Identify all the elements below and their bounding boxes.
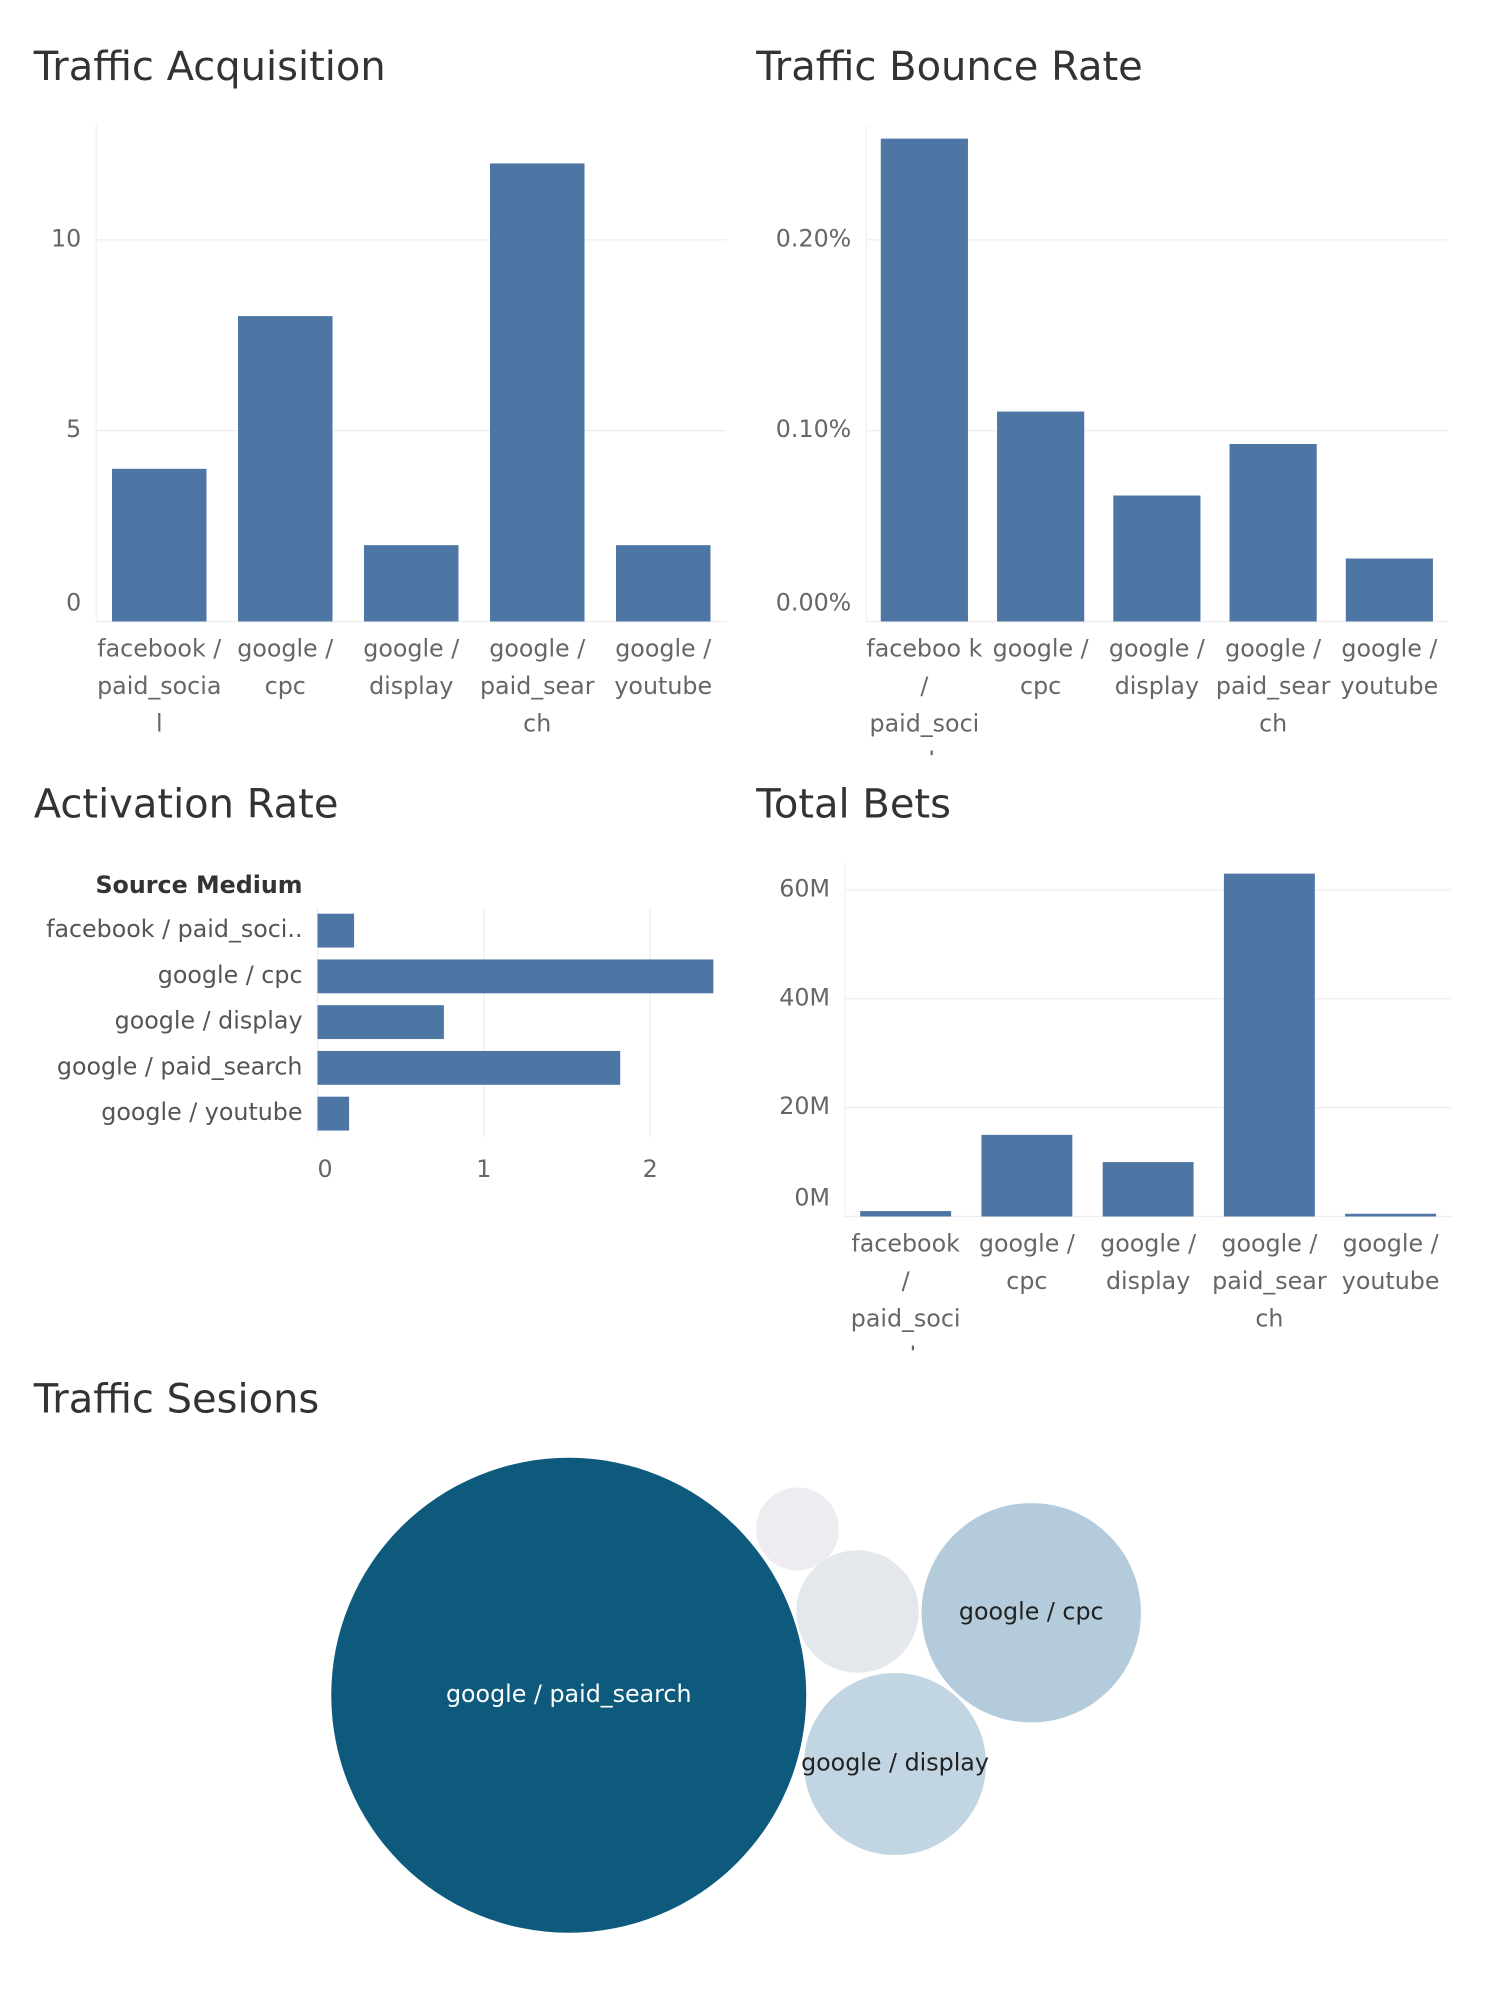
x-tick-label-text: google / paid_search [1212,1230,1327,1333]
x-tick-label-text: google / youtube [1341,1230,1440,1296]
y-tick-label: 40M [779,983,830,1011]
x-tick-label: google / display [363,635,460,701]
y-tick-label: 0.20% [776,224,851,252]
x-tick-label: facebook / paid_social [97,635,222,738]
bar [238,316,333,622]
x-tick-label: 0 [317,1155,332,1183]
bar [880,138,968,622]
x-tick-label: faceboo k / paid_social [866,635,983,755]
bar [616,545,711,622]
x-tick-label: google / display [1100,1230,1197,1296]
x-tick-label: google / display [1108,635,1205,701]
bar [112,468,207,622]
x-tick-label-text: google / cpc [237,635,334,701]
x-tick-label: google / youtube [1340,635,1439,701]
x-tick-label-text: facebook / paid_social [850,1230,961,1350]
y-tick-label: google / display [115,1007,303,1035]
x-tick-label-text: google / cpc [992,635,1089,701]
bar [317,1005,444,1040]
chart-title: Traffic Acquisition [33,44,386,90]
y-tick-label: 0 [66,589,81,617]
bar [1113,495,1201,622]
y-tick-label: 0.10% [776,415,851,443]
x-tick-label-text: google / cpc [978,1230,1075,1296]
chart-title: Traffic Sesions [33,1377,320,1423]
y-tick-label: 10 [51,224,81,252]
x-tick-label-text: google / youtube [614,635,713,701]
bar [490,163,585,622]
bubble-label: google / cpc [959,1597,1104,1625]
bar [1345,1213,1437,1217]
x-tick-label-text: google / display [363,635,460,701]
y-tick-label: google / paid_search [57,1052,303,1080]
x-tick-label-text: google / display [1108,635,1205,701]
bar [364,545,459,622]
chart-title: Activation Rate [34,782,339,828]
x-tick-label-text: google / paid_search [479,635,595,738]
x-tick-label-text: faceboo k / paid_social [866,635,983,755]
x-tick-label: google / youtube [1341,1230,1440,1296]
bar [317,959,714,994]
x-tick-label: google / cpc [978,1230,1075,1296]
bubble-label: google / display [801,1749,989,1777]
y-tick-label: 0M [794,1184,830,1212]
y-tick-label: facebook / paid_soci.. [46,915,302,943]
bar [317,1096,350,1131]
x-tick-label-text: facebook / paid_social [97,635,222,738]
bubble [796,1550,919,1673]
chart-title: Traffic Bounce Rate [755,44,1143,90]
x-tick-label: google / paid_search [1212,1230,1327,1333]
bar [860,1211,952,1217]
y-axis-title: Source Medium [95,871,302,899]
x-tick-label: google / cpc [992,635,1089,701]
bar [1102,1162,1194,1217]
y-tick-label: google / cpc [158,961,303,989]
y-tick-label: 5 [66,415,81,443]
y-tick-label: 20M [779,1092,830,1120]
y-tick-label: 60M [779,874,830,902]
bubble [331,1457,807,1933]
y-tick-label: google / youtube [101,1098,302,1126]
bar [317,913,355,948]
bar [1223,873,1315,1217]
chart-title: Total Bets [755,782,951,828]
x-tick-label: 1 [476,1155,491,1183]
x-tick-label: google / paid_search [1215,635,1331,738]
y-tick-label: 0.00% [776,589,851,617]
bar [997,411,1085,622]
bubble [803,1672,987,1856]
x-tick-label: google / paid_search [479,635,595,738]
x-tick-label: google / youtube [614,635,713,701]
bar [981,1134,1073,1217]
bubble [756,1487,839,1571]
x-tick-label: 2 [643,1155,658,1183]
bar [317,1050,621,1085]
bar [1345,558,1433,622]
x-tick-label-text: google / youtube [1340,635,1439,701]
bubble [921,1503,1141,1723]
x-tick-label-text: google / paid_search [1215,635,1331,738]
x-tick-label: google / cpc [237,635,334,701]
bar [1229,443,1317,622]
x-tick-label-text: google / display [1100,1230,1197,1296]
x-tick-label: facebook / paid_social [850,1230,961,1350]
bubble-label: google / paid_search [446,1680,692,1708]
